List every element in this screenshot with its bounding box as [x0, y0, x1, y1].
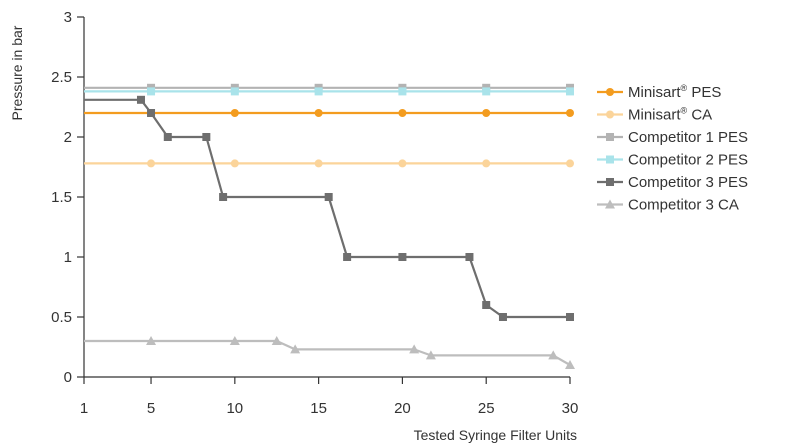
data-point: [482, 301, 491, 309]
data-point: [324, 193, 333, 201]
data-point: [147, 87, 156, 96]
x-tick-label: 15: [310, 400, 327, 417]
legend-marker: [605, 199, 615, 209]
data-point: [219, 193, 228, 201]
y-tick-label: 3: [64, 9, 72, 26]
data-point: [566, 109, 574, 117]
data-point: [566, 159, 574, 168]
data-point: [548, 350, 559, 360]
legend-item: Minisart® CA: [597, 106, 712, 124]
y-tick-label: 2.5: [51, 69, 72, 86]
data-point: [136, 95, 145, 104]
legend-item: Competitor 3 CA: [597, 197, 739, 214]
data-point: [202, 133, 211, 141]
legend-label: Competitor 3 CA: [628, 197, 739, 214]
x-tick-label: 30: [562, 400, 579, 417]
data-point: [163, 133, 172, 141]
data-point: [482, 159, 491, 168]
legend-label: Competitor 1 PES: [628, 129, 748, 146]
y-tick-label: 1.5: [51, 189, 72, 206]
x-axis-title: Tested Syringe Filter Units: [414, 427, 577, 443]
data-point: [425, 350, 436, 360]
data-point: [398, 109, 407, 117]
data-point: [230, 109, 239, 117]
y-tick-label: 0: [64, 369, 72, 386]
data-point: [146, 336, 157, 345]
legend-marker: [606, 88, 614, 96]
data-point: [314, 87, 323, 96]
data-point: [409, 344, 420, 354]
legend-marker: [606, 133, 614, 141]
y-tick-label: 1: [64, 249, 72, 266]
legend-item: Competitor 1 PES: [597, 129, 748, 146]
series-line: [84, 339, 571, 366]
series-5: [84, 95, 574, 321]
data-point: [147, 109, 156, 117]
y-tick-label: 2: [64, 129, 72, 146]
data-point: [398, 87, 407, 96]
legend-marker: [606, 110, 614, 119]
legend-item: Minisart® PES: [597, 83, 721, 101]
data-point: [343, 253, 352, 261]
data-point: [498, 313, 507, 321]
data-point: [229, 336, 240, 345]
series-1: [84, 109, 574, 117]
data-point: [565, 360, 575, 369]
series-line: [84, 98, 570, 319]
series-layer: [84, 83, 575, 369]
x-tick-label: 25: [478, 400, 495, 417]
x-ticks: 1 5 10 15 20 25 30: [80, 377, 579, 417]
legend-marker: [606, 178, 614, 186]
data-point: [147, 159, 156, 168]
x-tick-label: 1: [80, 400, 88, 417]
data-point: [566, 87, 574, 96]
series-6: [84, 336, 575, 369]
data-point: [290, 344, 301, 354]
data-point: [271, 336, 282, 345]
legend-label: Minisart® PES: [628, 83, 721, 101]
data-point: [566, 313, 574, 321]
y-ticks: 0 0.5 1 1.5 2 2.5 3: [51, 9, 84, 386]
x-tick-label: 10: [226, 400, 243, 417]
data-point: [398, 159, 407, 168]
legend-label: Competitor 3 PES: [628, 174, 748, 191]
data-point: [230, 159, 239, 168]
series-2: [84, 159, 574, 168]
y-tick-label: 0.5: [51, 309, 72, 326]
x-tick-label: 20: [394, 400, 411, 417]
legend-marker: [606, 155, 614, 164]
data-point: [465, 253, 474, 261]
data-point: [398, 253, 407, 261]
data-point: [230, 87, 239, 96]
data-point: [314, 159, 323, 168]
y-axis-title: Pressure in bar: [9, 25, 25, 120]
data-point: [314, 109, 323, 117]
legend-item: Competitor 3 PES: [597, 174, 748, 191]
data-point: [482, 87, 491, 96]
legend: Minisart® PES Minisart® CA Competitor 1 PE…: [597, 83, 748, 214]
data-point: [482, 109, 491, 117]
legend-label: Competitor 2 PES: [628, 152, 748, 169]
series-4: [84, 87, 574, 96]
plot-area: 00.511.522.53 1 5 10 15 20 25 30: [51, 9, 578, 417]
x-tick-label: 5: [147, 400, 155, 417]
legend-item: Competitor 2 PES: [597, 152, 748, 169]
legend-label: Minisart® CA: [628, 106, 712, 124]
